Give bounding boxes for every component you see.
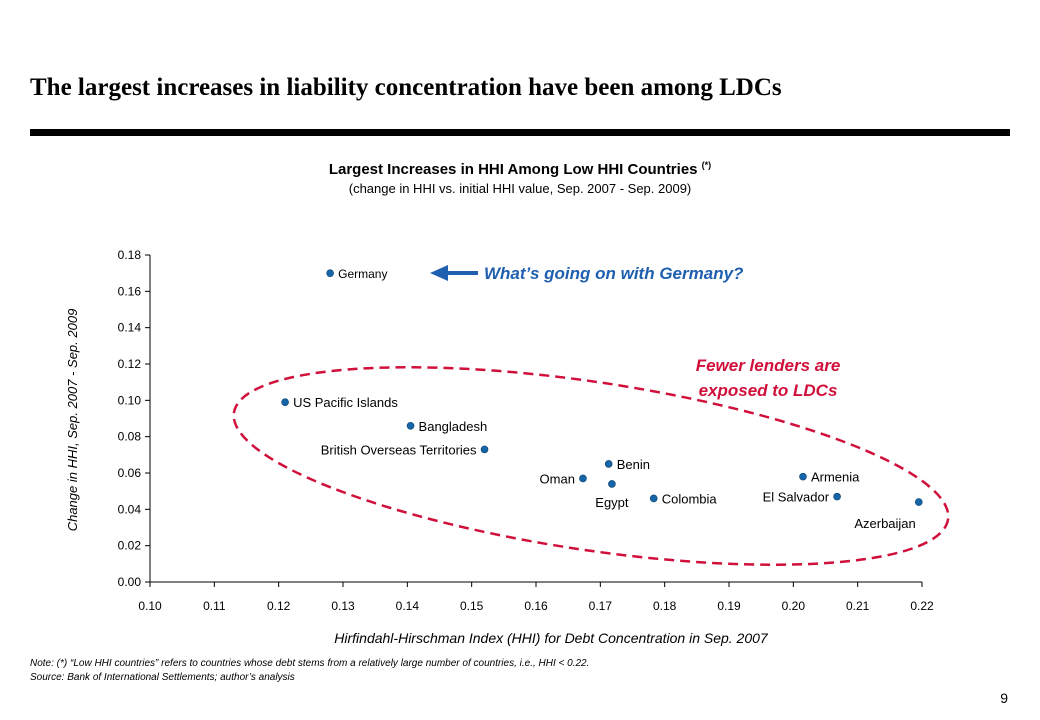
y-tick-label: 0.10 — [118, 393, 142, 407]
data-label-benin: Benin — [617, 457, 650, 472]
y-tick-label: 0.08 — [118, 430, 142, 444]
ldc-ellipse-outline — [232, 366, 950, 566]
title-divider — [30, 129, 1010, 136]
chart-annotations: Fewer lenders are exposed to LDCs What’s g… — [232, 264, 950, 566]
x-tick-label: 0.13 — [331, 599, 355, 613]
x-axis-label: Hirfindahl-Hirschman Index (HHI) for Deb… — [334, 630, 769, 646]
x-tick-label: 0.17 — [589, 599, 613, 613]
slide-title: The largest increases in liability conce… — [30, 74, 782, 101]
chart-title-text: Largest Increases in HHI Among Low HHI C… — [328, 161, 698, 178]
chart-notes: Note: (*) “Low HHI countries” refers to … — [30, 657, 589, 685]
chart-subtitle: (change in HHI vs. initial HHI value, Se… — [348, 181, 692, 196]
germany-callout-text: What’s going on with Germany? — [484, 264, 744, 283]
data-point-egypt — [608, 480, 616, 488]
y-tick-label: 0.18 — [118, 248, 142, 262]
data-label-colombia: Colombia — [662, 491, 718, 506]
y-tick-label: 0.14 — [118, 321, 142, 335]
data-label-azerbaijan: Azerbaijan — [854, 516, 915, 531]
y-tick-label: 0.12 — [118, 357, 142, 371]
data-point-british-overseas-territories — [480, 445, 489, 454]
x-tick-label: 0.11 — [203, 599, 226, 613]
data-point-oman — [579, 474, 587, 483]
y-tick-label: 0.06 — [118, 466, 142, 480]
data-label-us-pacific-islands: US Pacific Islands — [293, 395, 398, 410]
data-point-bangladesh — [406, 421, 415, 430]
data-label-egypt: Egypt — [595, 495, 629, 510]
x-tick-label: 0.10 — [138, 599, 162, 613]
data-point-azerbaijan — [914, 498, 923, 506]
source-text: Source: Bank of International Settlement… — [30, 672, 295, 683]
ellipse-label-line1: Fewer lenders are — [696, 356, 841, 375]
data-point-armenia — [799, 472, 807, 481]
ellipse-label-line2: exposed to LDCs — [699, 381, 838, 400]
chart-title-footnote-mark: (*) — [701, 160, 712, 170]
data-label-oman: Oman — [540, 471, 575, 486]
y-tick-label: 0.02 — [118, 539, 142, 553]
data-point-benin — [604, 460, 613, 468]
data-label-british-overseas-territories: British Overseas Territories — [321, 442, 477, 457]
x-tick-label: 0.16 — [524, 599, 548, 613]
note-text: Note: (*) “Low HHI countries” refers to … — [30, 658, 590, 669]
y-tick-label: 0.16 — [118, 284, 142, 298]
data-label-el-salvador: El Salvador — [763, 490, 830, 505]
data-label-armenia: Armenia — [811, 470, 860, 485]
data-point-el-salvador — [833, 492, 841, 501]
chart-title: Largest Increases in HHI Among Low HHI C… — [0, 160, 1040, 178]
y-tick-label: 0.04 — [118, 502, 142, 516]
x-tick-label: 0.15 — [460, 599, 484, 613]
x-tick-label: 0.22 — [910, 599, 934, 613]
callout-arrow-head — [430, 265, 448, 281]
data-point-colombia — [649, 494, 658, 503]
x-tick-label: 0.19 — [717, 599, 741, 613]
x-tick-label: 0.12 — [267, 599, 291, 613]
data-label-germany: Germany — [338, 267, 387, 281]
chart-axes: 0.00 0.02 0.04 0.06 0.08 0.10 0.12 0.14 0.16 0.18… — [65, 248, 934, 646]
data-point-us-pacific-islands — [281, 398, 289, 406]
x-tick-label: 0.21 — [846, 599, 870, 613]
x-tick-label: 0.20 — [782, 599, 806, 613]
y-axis-label: Change in HHI, Sep. 2007 - Sep. 2009 — [65, 309, 80, 532]
page-number: 9 — [1000, 690, 1008, 706]
y-tick-label: 0.00 — [118, 575, 142, 589]
data-label-bangladesh: Bangladesh — [419, 419, 488, 434]
x-tick-label: 0.18 — [653, 599, 677, 613]
data-point-germany — [326, 269, 334, 277]
x-tick-label: 0.14 — [396, 599, 420, 613]
chart-marks: Germany US Pacific Islands Bangladesh Briti… — [281, 267, 923, 531]
